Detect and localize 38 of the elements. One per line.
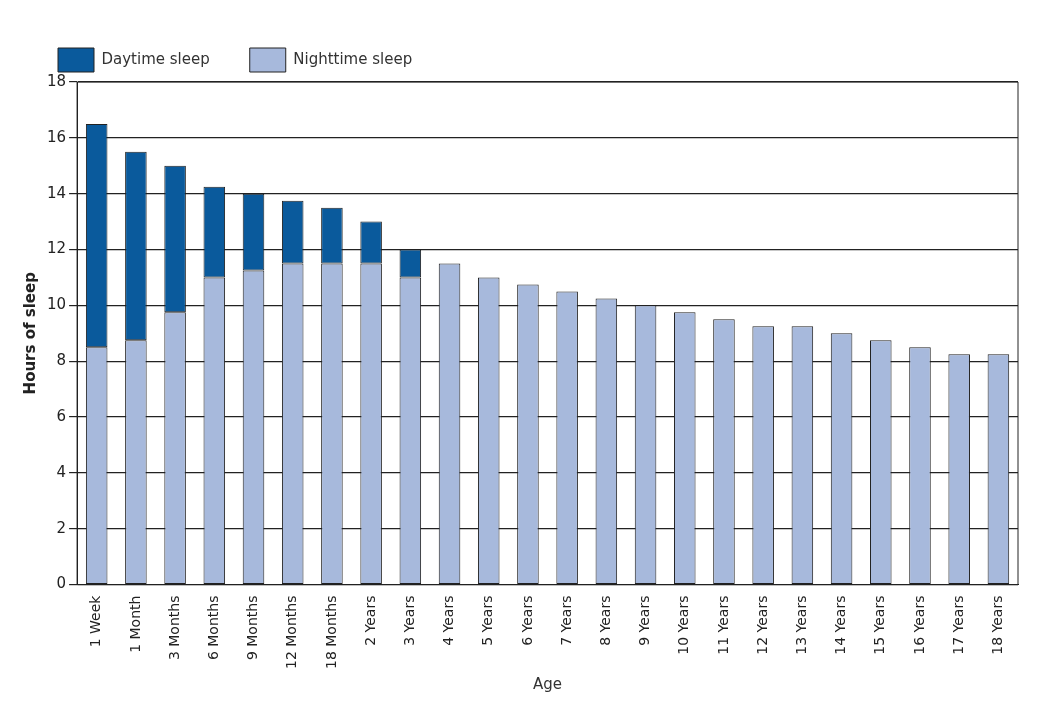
y-tick-label: 16 xyxy=(46,127,67,146)
x-tick-label: 3 Months xyxy=(165,595,182,661)
y-tick-label: 6 xyxy=(56,406,67,425)
y-tick-label: 18 xyxy=(46,71,67,90)
x-tick-label: 6 Months xyxy=(204,595,221,661)
x-tick-label: 1 Week xyxy=(87,594,104,648)
y-tick-label: 10 xyxy=(46,295,67,314)
y-tick-label: 2 xyxy=(56,518,67,537)
y-tick-label: 12 xyxy=(46,239,67,258)
x-tick-label: 4 Years xyxy=(440,595,457,646)
x-axis-title: Age xyxy=(533,674,563,693)
x-tick-label: 9 Months xyxy=(244,595,261,661)
x-tick-label: 13 Years xyxy=(793,595,810,655)
x-tick-label: 18 Years xyxy=(989,595,1006,655)
x-tick-label: 1 Month xyxy=(126,595,143,653)
x-tick-label: 15 Years xyxy=(871,595,888,655)
legend-label: Daytime sleep xyxy=(101,49,210,68)
x-tick-label: 8 Years xyxy=(596,595,613,646)
x-tick-label: 16 Years xyxy=(910,595,927,655)
x-tick-label: 10 Years xyxy=(675,595,692,655)
x-tick-label: 18 Months xyxy=(322,595,339,670)
x-tick-label: 7 Years xyxy=(557,595,574,646)
y-tick-label: 4 xyxy=(56,462,67,481)
x-tick-label: 5 Years xyxy=(479,595,496,646)
x-tick-label: 2 Years xyxy=(361,595,378,646)
x-tick-label: 6 Years xyxy=(518,595,535,646)
x-tick-label: 17 Years xyxy=(949,595,966,655)
y-tick-label: 14 xyxy=(46,183,67,202)
x-tick-label: 11 Years xyxy=(714,595,731,655)
x-tick-label: 12 Years xyxy=(753,595,770,655)
y-tick-label: 8 xyxy=(56,351,67,370)
x-tick-label: 14 Years xyxy=(832,595,849,655)
legend-label: Nighttime sleep xyxy=(293,49,413,68)
x-tick-label: 9 Years xyxy=(636,595,653,646)
x-tick-label: 3 Years xyxy=(400,595,417,646)
y-tick-label: 0 xyxy=(56,574,67,593)
y-axis-title: Hours of sleep xyxy=(20,271,39,395)
x-tick-label: 12 Months xyxy=(283,595,300,670)
